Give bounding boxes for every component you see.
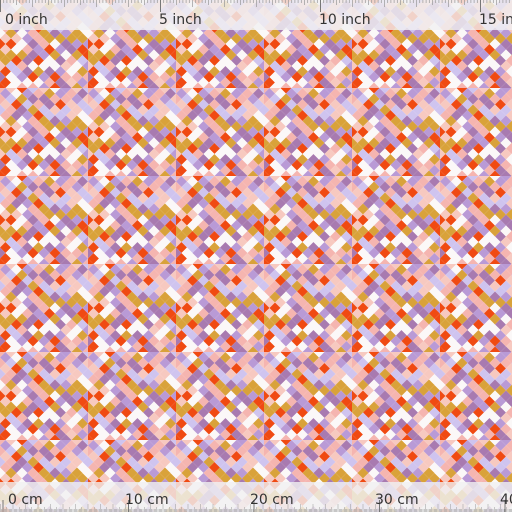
bottom-ruler [0,482,512,512]
inch-label: 15 inch [479,12,512,28]
cm-label: 30 cm [375,492,419,508]
inch-label: 5 inch [159,12,202,28]
top-ruler [0,0,512,30]
inch-label: 10 inch [319,12,371,28]
cm-label: 0 cm [8,492,43,508]
ruler-labels: 0 inch 5 inch 10 inch 15 inch 0 cm 10 cm 20 cm… [5,12,512,508]
cm-label: 40 cm [500,492,512,508]
inch-label: 0 inch [5,12,48,28]
cm-label: 20 cm [250,492,294,508]
cm-label: 10 cm [125,492,169,508]
